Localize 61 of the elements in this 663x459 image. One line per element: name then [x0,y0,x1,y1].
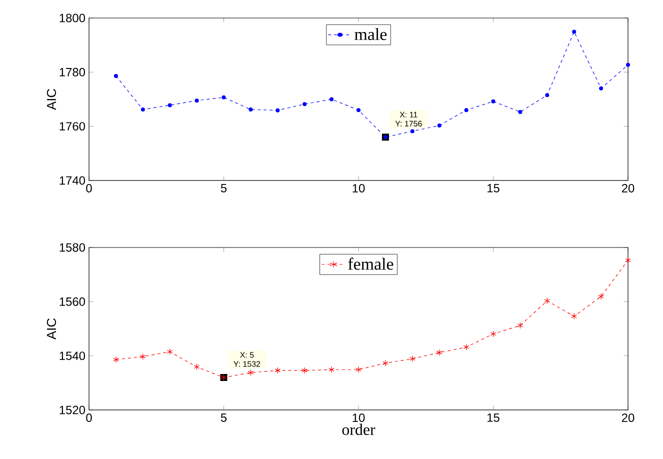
point [436,349,442,356]
x-tick-label: 5 [220,184,227,192]
point [491,99,496,104]
point [194,364,200,370]
point [140,108,145,112]
point [194,98,199,103]
point [464,108,468,112]
point [571,312,578,320]
x-tick-label: 20 [622,184,634,192]
point [168,103,172,108]
point [382,360,388,366]
point [114,74,118,78]
x-tick-label: 20 [622,414,634,422]
point [625,256,631,264]
point [518,110,522,114]
y-tick-label: 1740 [60,176,86,185]
point [248,108,253,112]
point [410,355,416,362]
point [140,353,146,360]
point [276,108,280,112]
x-tick-label: 15 [488,184,500,192]
point [248,369,254,376]
point [274,367,281,374]
point [410,129,414,134]
y-axis-title: AIC [46,88,56,110]
y-tick-label: 1520 [60,406,86,414]
x-axis-title: order [342,424,376,436]
y-tick-label: 1760 [60,122,86,131]
y-tick-label: 1540 [60,352,86,360]
point [302,367,308,374]
point [330,97,334,102]
point [517,322,524,329]
point [626,62,630,67]
x-tick-label: 5 [220,414,227,422]
point [113,356,119,363]
point [545,93,550,98]
point [598,293,604,300]
x-tick-label: 10 [352,414,365,422]
point [572,30,576,34]
point [490,330,496,338]
point [437,124,442,128]
y-tick-label: 1800 [60,14,86,22]
x-tick-label: 10 [352,184,365,192]
x-tick-label: 0 [86,184,92,192]
point [166,348,173,356]
x-tick-label: 15 [488,414,500,422]
x-tick-label: 0 [86,414,92,422]
y-tick-label: 1580 [60,243,86,252]
legend-label: female [348,258,394,270]
point [599,86,604,90]
legend-label: male [354,28,387,40]
point [356,366,362,373]
point [544,298,550,304]
point [463,344,470,350]
point [356,108,361,112]
y-axis-title: AIC [46,318,56,340]
point [222,95,226,100]
point [328,366,334,373]
point [302,102,307,106]
y-tick-label: 1560 [60,297,86,306]
y-tick-label: 1780 [60,68,86,76]
